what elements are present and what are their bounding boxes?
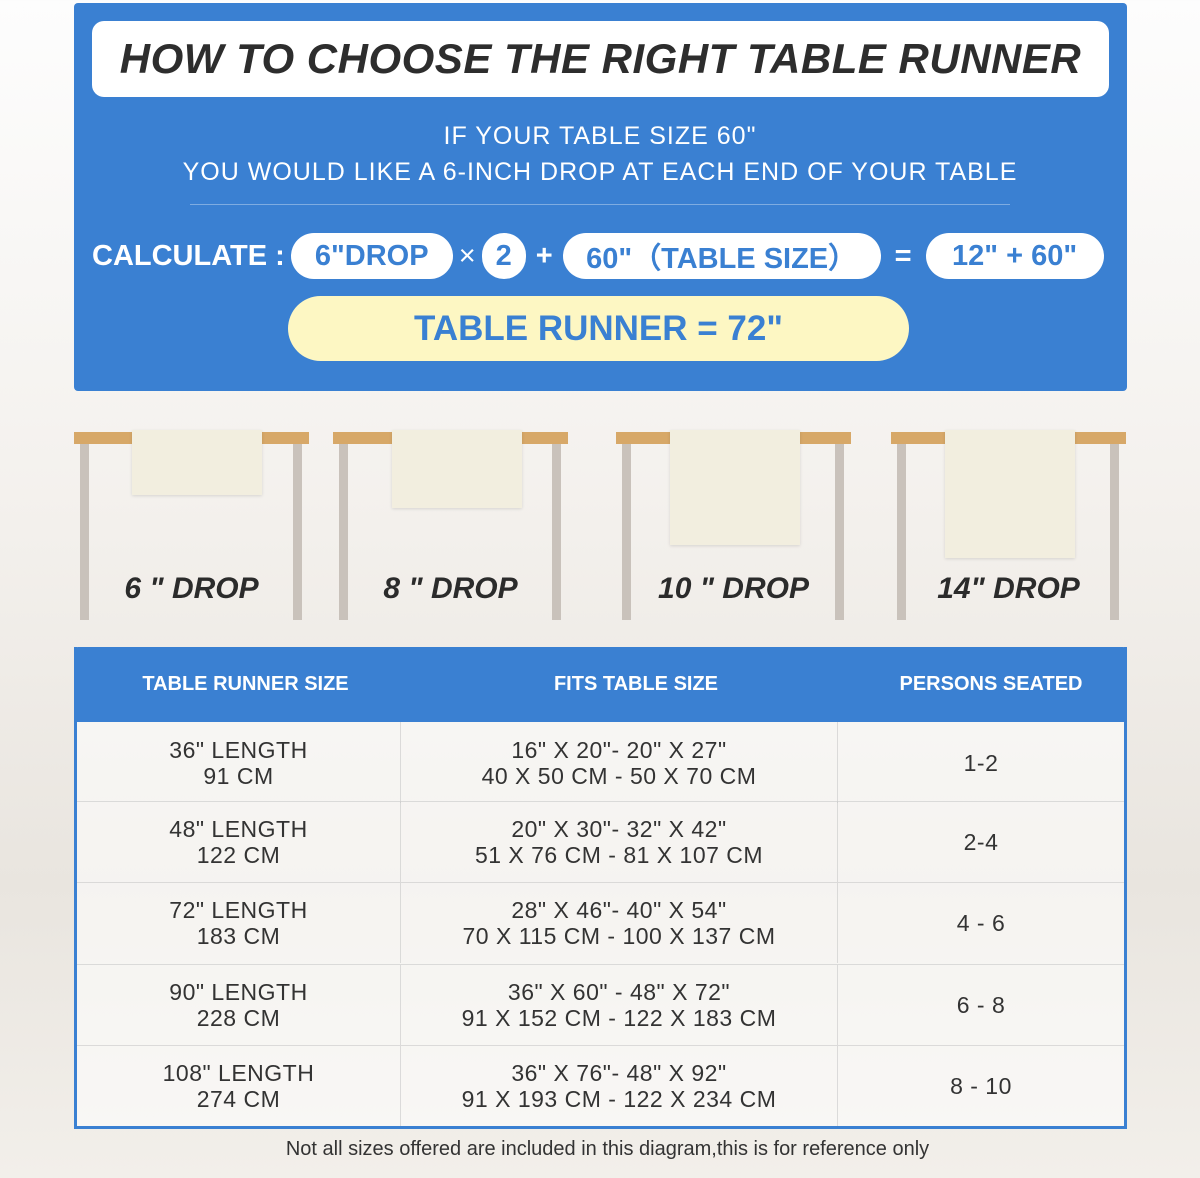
table-row: 108" LENGTH 274 CM 36" X 76"- 48" X 92" 91… [77,1045,1124,1126]
runner-size: 36" LENGTH [169,736,308,763]
runner-size-cm: 228 CM [196,1005,281,1031]
size-table-header: TABLE RUNNER SIZE FITS TABLE SIZE PERSON… [74,647,1127,722]
runner-size: 72" LENGTH [169,897,308,923]
page-title: HOW TO CHOOSE THE RIGHT TABLE RUNNER [92,21,1109,97]
drop-label: 8 " DROP [383,572,518,605]
table-row: 48" LENGTH 122 CM 20" X 30"- 32" X 42" 51 … [77,801,1124,882]
header-fits-table-size: FITS TABLE SIZE [553,673,719,695]
runner-size: 108" LENGTH [162,1060,315,1086]
runner-size-cm: 274 CM [196,1086,281,1112]
fits-size: 36" X 60" - 48" X 72" [507,979,731,1005]
intro-line-1: IF YOUR TABLE SIZE 60" [443,122,757,150]
header-runner-size: TABLE RUNNER SIZE [142,673,349,695]
table-leg [1110,444,1119,620]
persons-seated: 4 - 6 [956,910,1006,936]
fits-size: 16" X 20"- 20" X 27" [511,736,727,763]
equals-sign: = [894,239,912,272]
table-row: 72" LENGTH 183 CM 28" X 46"- 40" X 54" 70 … [77,882,1124,963]
persons-seated: 2-4 [963,829,999,855]
table-leg [552,444,561,620]
table-leg [293,444,302,620]
table-row: 90" LENGTH 228 CM 36" X 60" - 48" X 72" 91… [77,964,1124,1045]
table-size-pill: 60"（TABLE SIZE） [562,233,881,279]
result-pill: TABLE RUNNER = 72" [288,296,909,361]
times-sign: × [458,239,476,272]
drop-label: 14" DROP [937,572,1080,605]
runner-size-cm: 91 CM [203,762,274,789]
divider [190,204,1010,205]
table-leg [80,444,89,620]
fits-size: 28" X 46"- 40" X 54" [511,897,727,923]
persons-seated: 6 - 8 [956,992,1006,1018]
persons-seated: 8 - 10 [950,1073,1012,1099]
fits-size: 36" X 76"- 48" X 92" [511,1060,727,1086]
fits-size: 20" X 30"- 32" X 42" [511,816,727,842]
sum-pill: 12" + 60" [925,233,1104,279]
runner-size-cm: 183 CM [196,923,281,949]
footnote: Not all sizes offered are included in th… [285,1138,930,1160]
runner-size: 48" LENGTH [169,816,308,842]
intro-line-2: YOU WOULD LIKE A 6-INCH DROP AT EACH END… [182,158,1018,186]
table-row: 36" LENGTH 91 CM 16" X 20"- 20" X 27" 40 X… [77,722,1124,803]
table-leg [622,444,631,620]
fits-size-cm: 51 X 76 CM - 81 X 107 CM [474,842,764,868]
calculate-label: CALCULATE : [92,239,285,272]
fits-size-cm: 40 X 50 CM - 50 X 70 CM [481,762,757,789]
table-leg [897,444,906,620]
header-persons-seated: PERSONS SEATED [899,673,1083,695]
drop-label: 6 " DROP [124,572,259,605]
size-table [74,647,1127,1129]
multiplier-pill: 2 [481,233,526,279]
runner-drop [132,430,262,495]
runner-drop [945,430,1075,558]
runner-drop [392,430,522,508]
table-leg [835,444,844,620]
drop-pill: 6"DROP [290,233,453,279]
drop-illustration-8: 8 " DROP [333,430,568,622]
fits-size-cm: 91 X 193 CM - 122 X 234 CM [461,1086,777,1112]
calculation-row: CALCULATE : 6"DROP × 2 + 60"（TABLE SIZE）… [92,233,1104,279]
table-leg [339,444,348,620]
drop-illustration-6: 6 " DROP [74,430,309,622]
fits-size-cm: 91 X 152 CM - 122 X 183 CM [461,1005,777,1031]
plus-sign: + [535,239,553,272]
runner-size: 90" LENGTH [169,979,308,1005]
drop-label: 10 " DROP [658,572,809,605]
runner-drop [670,430,800,545]
fits-size-cm: 70 X 115 CM - 100 X 137 CM [462,923,776,949]
drop-illustration-10: 10 " DROP [616,430,851,622]
runner-size-cm: 122 CM [196,842,281,868]
drop-illustration-14: 14" DROP [891,430,1126,622]
persons-seated: 1-2 [963,749,999,776]
